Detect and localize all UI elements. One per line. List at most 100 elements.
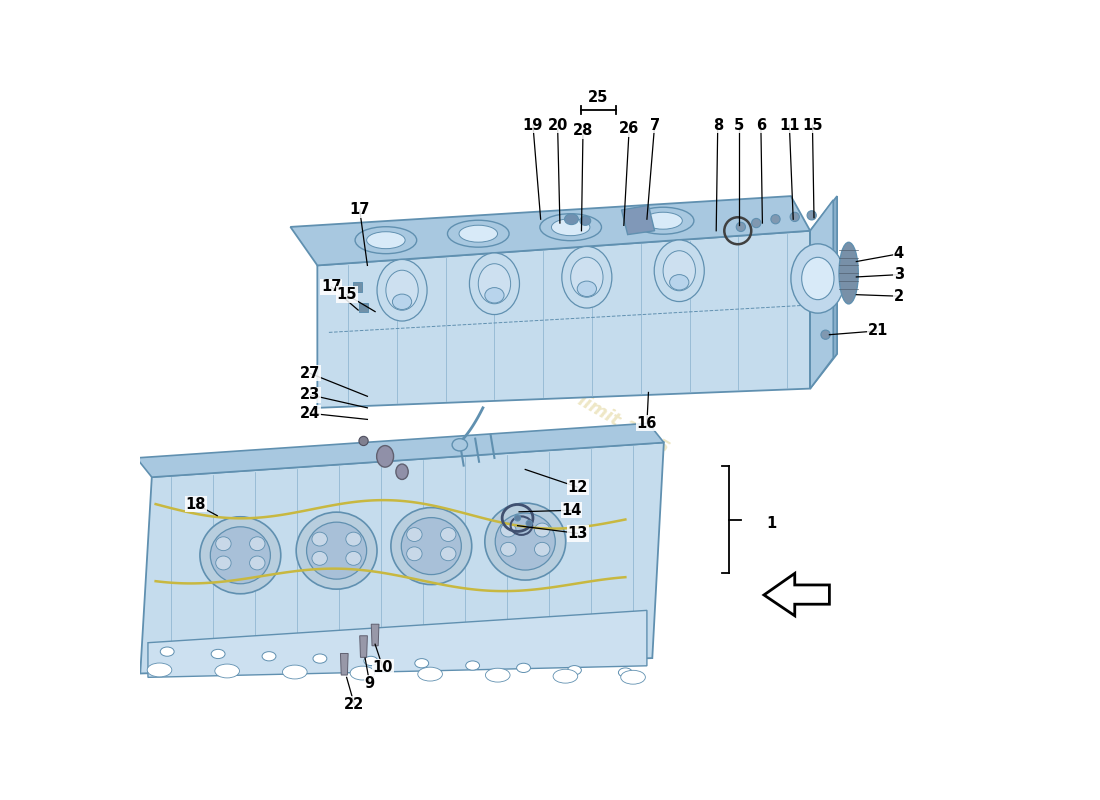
Ellipse shape <box>485 668 510 682</box>
Polygon shape <box>621 206 654 234</box>
Text: 15: 15 <box>337 287 356 302</box>
Ellipse shape <box>376 446 394 467</box>
Ellipse shape <box>402 518 461 574</box>
Text: 4: 4 <box>893 246 904 262</box>
Ellipse shape <box>307 522 366 579</box>
Ellipse shape <box>366 232 405 249</box>
Text: 17: 17 <box>350 202 370 218</box>
Ellipse shape <box>802 258 834 300</box>
Text: 27: 27 <box>299 366 320 381</box>
Text: 13: 13 <box>568 526 587 541</box>
Text: 16: 16 <box>637 416 657 430</box>
Ellipse shape <box>485 503 565 580</box>
Text: © parts limit 1985: © parts limit 1985 <box>502 350 672 458</box>
Text: 11: 11 <box>779 118 800 133</box>
Polygon shape <box>372 624 378 646</box>
Ellipse shape <box>440 547 455 561</box>
FancyBboxPatch shape <box>353 282 362 291</box>
Ellipse shape <box>465 661 480 670</box>
Ellipse shape <box>751 218 761 228</box>
Ellipse shape <box>418 667 442 681</box>
Ellipse shape <box>452 438 468 451</box>
Text: 7: 7 <box>649 118 660 133</box>
Ellipse shape <box>644 212 682 229</box>
Text: 3: 3 <box>893 267 904 282</box>
Ellipse shape <box>314 654 327 663</box>
Ellipse shape <box>216 537 231 550</box>
Ellipse shape <box>214 664 240 678</box>
Ellipse shape <box>580 216 591 226</box>
Polygon shape <box>136 423 664 477</box>
Ellipse shape <box>312 532 328 546</box>
Text: 18: 18 <box>186 497 206 512</box>
Polygon shape <box>290 196 810 266</box>
Ellipse shape <box>551 218 590 236</box>
Ellipse shape <box>839 242 858 304</box>
Ellipse shape <box>448 220 509 247</box>
Ellipse shape <box>500 542 516 556</box>
Ellipse shape <box>535 542 550 556</box>
Text: 10: 10 <box>373 660 393 675</box>
Ellipse shape <box>517 663 530 673</box>
Text: 6: 6 <box>756 118 766 133</box>
Polygon shape <box>763 574 829 616</box>
Ellipse shape <box>571 258 603 298</box>
Ellipse shape <box>345 532 361 546</box>
Ellipse shape <box>540 214 602 241</box>
Ellipse shape <box>553 670 578 683</box>
Ellipse shape <box>632 207 694 234</box>
Ellipse shape <box>393 294 411 310</box>
Text: 25: 25 <box>588 90 608 106</box>
Ellipse shape <box>210 526 271 584</box>
Ellipse shape <box>500 523 516 537</box>
Ellipse shape <box>147 663 172 677</box>
Text: 9: 9 <box>364 676 375 691</box>
Ellipse shape <box>485 287 504 303</box>
Ellipse shape <box>791 244 845 313</box>
Ellipse shape <box>821 330 830 339</box>
Text: 2: 2 <box>893 289 904 304</box>
Polygon shape <box>810 200 834 389</box>
Ellipse shape <box>200 517 280 594</box>
Ellipse shape <box>515 515 520 521</box>
Ellipse shape <box>377 259 427 321</box>
Ellipse shape <box>407 547 422 561</box>
Ellipse shape <box>440 528 455 542</box>
Text: ferrari parts: ferrari parts <box>375 456 598 598</box>
Ellipse shape <box>350 666 375 680</box>
Ellipse shape <box>396 464 408 479</box>
Ellipse shape <box>578 281 596 297</box>
Text: 12: 12 <box>568 480 587 494</box>
Text: 28: 28 <box>573 123 593 138</box>
Ellipse shape <box>670 274 689 290</box>
Ellipse shape <box>283 665 307 679</box>
Ellipse shape <box>568 666 582 675</box>
Ellipse shape <box>771 214 780 224</box>
Text: 1: 1 <box>767 516 777 531</box>
Text: 14: 14 <box>561 502 582 518</box>
Polygon shape <box>810 196 837 389</box>
Ellipse shape <box>415 658 429 668</box>
Ellipse shape <box>478 264 510 304</box>
Text: 21: 21 <box>868 323 888 338</box>
Ellipse shape <box>359 436 369 446</box>
Ellipse shape <box>262 652 276 661</box>
Text: 17: 17 <box>321 279 341 294</box>
Text: 22: 22 <box>344 697 364 712</box>
Ellipse shape <box>390 507 472 585</box>
Ellipse shape <box>618 668 632 677</box>
Ellipse shape <box>211 650 226 658</box>
Text: 19: 19 <box>522 118 543 133</box>
Ellipse shape <box>312 551 328 566</box>
Polygon shape <box>318 230 810 408</box>
Polygon shape <box>141 442 664 674</box>
Text: 5: 5 <box>734 118 745 133</box>
Ellipse shape <box>355 226 417 254</box>
Ellipse shape <box>296 512 377 589</box>
Ellipse shape <box>216 556 231 570</box>
Ellipse shape <box>790 212 800 222</box>
Ellipse shape <box>470 253 519 314</box>
Ellipse shape <box>807 210 816 220</box>
Ellipse shape <box>736 222 746 231</box>
Ellipse shape <box>386 270 418 310</box>
